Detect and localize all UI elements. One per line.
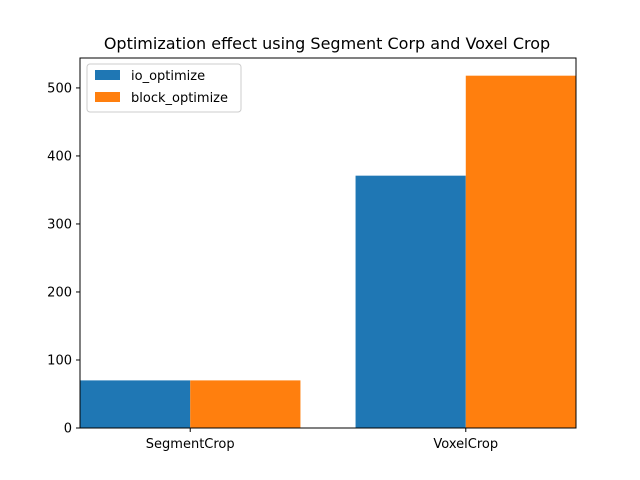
legend-swatch-block-optimize — [95, 92, 120, 102]
legend-label-block-optimize: block_optimize — [131, 91, 228, 106]
legend-box — [86, 63, 242, 113]
plot-area-frame — [79, 57, 577, 429]
legend-label-io-optimize: io_optimize — [131, 69, 205, 84]
legend: io_optimize block_optimize — [86, 63, 242, 113]
bar-io-optimize-segmentcrop — [80, 380, 191, 428]
x-tick-label-voxelcrop: VoxelCrop — [433, 437, 498, 452]
legend-swatch-io-optimize — [95, 70, 120, 80]
x-axis: SegmentCrop VoxelCrop — [146, 428, 498, 452]
x-tick-label-segmentcrop: SegmentCrop — [146, 437, 235, 452]
y-tick-label: 500 — [47, 81, 72, 96]
bar-io-optimize-voxelcrop — [355, 175, 466, 428]
y-tick-label: 0 — [64, 422, 72, 437]
y-tick-label: 100 — [47, 353, 72, 368]
y-axis: 0 100 200 300 400 500 — [47, 81, 80, 437]
y-tick-label: 400 — [47, 149, 72, 164]
y-tick-label: 200 — [47, 285, 72, 300]
bar-block-optimize-voxelcrop — [465, 75, 576, 428]
bars-group — [80, 75, 576, 428]
y-tick-label: 300 — [47, 217, 72, 232]
bar-block-optimize-segmentcrop — [190, 380, 301, 428]
chart-title: Optimization effect using Segment Corp a… — [104, 34, 550, 53]
